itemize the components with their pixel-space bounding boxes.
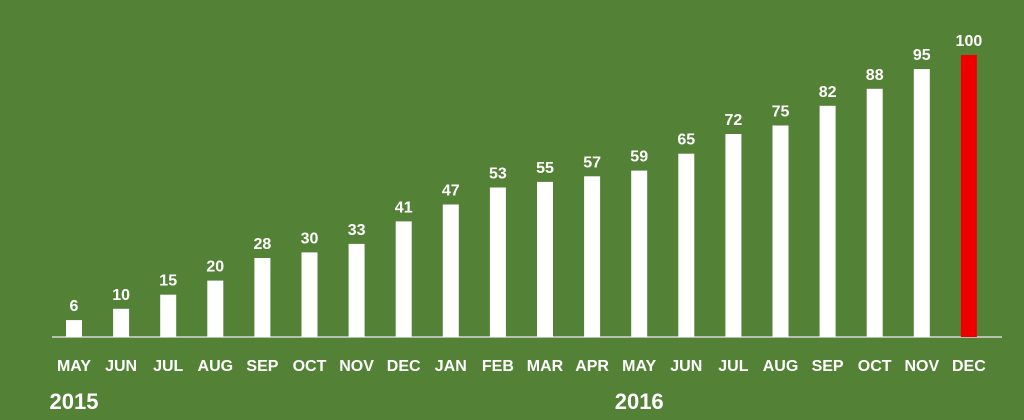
bar-1 [66,320,82,337]
bar-3 [160,294,177,337]
category-label-13: MAY [622,358,656,375]
category-label-16: AUG [763,358,799,375]
data-label-13: 59 [630,149,648,166]
bar-19 [913,69,930,337]
bar-5 [254,258,271,337]
category-label-11: MAR [527,358,564,375]
data-label-18: 88 [866,67,884,84]
category-label-17: SEP [812,358,844,375]
data-labels-group: 6 10 15 20 28 30 33 41 47 53 55 57 59 65 72 75 82 88 95 100 [70,33,983,315]
data-label-17: 82 [819,84,837,101]
bar-15 [725,134,742,337]
bar-11 [537,181,553,337]
bar-17 [819,105,836,337]
data-label-10: 53 [489,166,507,183]
data-label-1: 6 [70,298,79,315]
category-label-5: SEP [246,358,278,375]
year-label-2016: 2016 [615,389,664,414]
category-label-20: DEC [952,358,986,375]
year-labels-group: 2015 2016 [50,389,664,414]
bar-14 [678,153,695,337]
category-label-8: DEC [387,358,421,375]
data-label-19: 95 [913,47,931,64]
category-label-14: JUN [670,358,702,375]
category-label-3: JUL [153,358,183,375]
bar-9 [442,204,459,337]
data-label-15: 72 [725,112,743,129]
data-label-9: 47 [442,183,460,200]
bar-8 [395,221,412,337]
data-label-2: 10 [112,287,130,304]
category-labels-group: MAY JUN JUL AUG SEP OCT NOV DEC JAN FEB MAR APR MAY J… [57,358,986,375]
bar-6 [301,252,318,337]
category-label-4: AUG [198,358,234,375]
data-label-20: 100 [956,33,983,50]
data-label-14: 65 [677,132,695,149]
bar-16 [772,125,789,337]
data-label-4: 20 [206,259,224,276]
data-label-16: 75 [772,104,790,121]
bar-2 [113,308,130,337]
data-label-5: 28 [254,236,272,253]
category-label-7: NOV [339,358,374,375]
year-label-2015: 2015 [50,389,99,414]
bar-18 [866,88,883,337]
bar-10 [489,187,506,337]
bars-group [66,55,977,337]
category-label-12: APR [575,358,609,375]
category-label-10: FEB [482,358,514,375]
category-label-15: JUL [718,358,748,375]
category-label-1: MAY [57,358,91,375]
data-label-12: 57 [583,154,601,171]
data-label-7: 33 [348,222,366,239]
category-label-2: JUN [105,358,137,375]
data-label-11: 55 [536,160,554,177]
category-label-18: OCT [858,358,892,375]
bar-4 [207,280,224,337]
data-label-3: 15 [159,273,177,290]
bar-13 [631,170,648,337]
data-label-8: 41 [395,199,413,216]
bar-20 [960,55,977,337]
category-label-9: JAN [435,358,467,375]
category-label-19: NOV [904,358,939,375]
category-label-6: OCT [293,358,327,375]
bar-7 [348,243,365,337]
data-label-6: 30 [301,230,319,247]
bar-12 [584,176,601,337]
